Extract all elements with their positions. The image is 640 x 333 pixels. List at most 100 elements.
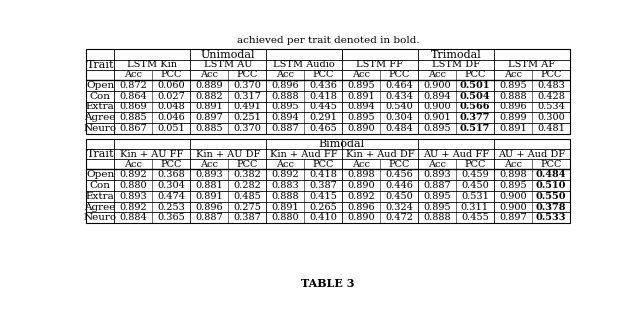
Text: 0.048: 0.048 bbox=[157, 103, 185, 112]
Text: 0.465: 0.465 bbox=[309, 124, 337, 133]
Text: Acc: Acc bbox=[504, 160, 522, 169]
Text: 0.253: 0.253 bbox=[157, 202, 185, 211]
Text: 0.869: 0.869 bbox=[119, 103, 147, 112]
Text: Kin + AU FF: Kin + AU FF bbox=[120, 150, 184, 159]
Text: 0.446: 0.446 bbox=[385, 181, 413, 190]
Text: Acc: Acc bbox=[352, 71, 370, 80]
Text: 0.456: 0.456 bbox=[385, 170, 413, 179]
Text: 0.501: 0.501 bbox=[460, 81, 490, 90]
Text: 0.896: 0.896 bbox=[195, 202, 223, 211]
Text: 0.885: 0.885 bbox=[119, 113, 147, 122]
Text: 0.459: 0.459 bbox=[461, 170, 489, 179]
Text: Acc: Acc bbox=[352, 160, 370, 169]
Text: 0.892: 0.892 bbox=[347, 192, 375, 201]
Text: 0.387: 0.387 bbox=[309, 181, 337, 190]
Text: 0.890: 0.890 bbox=[347, 213, 375, 222]
Text: 0.491: 0.491 bbox=[233, 103, 261, 112]
Text: 0.485: 0.485 bbox=[233, 192, 261, 201]
Text: 0.892: 0.892 bbox=[271, 170, 299, 179]
Text: 0.900: 0.900 bbox=[499, 192, 527, 201]
Text: 0.898: 0.898 bbox=[499, 170, 527, 179]
Text: Agree: Agree bbox=[84, 202, 116, 211]
Text: 0.464: 0.464 bbox=[385, 81, 413, 90]
Text: 0.893: 0.893 bbox=[423, 170, 451, 179]
Text: 0.428: 0.428 bbox=[537, 92, 564, 101]
Text: LSTM FF: LSTM FF bbox=[356, 61, 403, 70]
Text: Acc: Acc bbox=[200, 71, 218, 80]
Text: 0.896: 0.896 bbox=[499, 103, 527, 112]
Text: LSTM Audio: LSTM Audio bbox=[273, 61, 335, 70]
Text: Extra: Extra bbox=[86, 192, 115, 201]
Text: 0.251: 0.251 bbox=[233, 113, 261, 122]
Text: 0.895: 0.895 bbox=[423, 124, 451, 133]
Text: 0.900: 0.900 bbox=[423, 103, 451, 112]
Text: PCC: PCC bbox=[236, 71, 258, 80]
Text: Extra: Extra bbox=[86, 103, 115, 112]
Text: 0.890: 0.890 bbox=[347, 124, 375, 133]
Text: 0.566: 0.566 bbox=[460, 103, 490, 112]
Text: PCC: PCC bbox=[388, 71, 410, 80]
Text: Open: Open bbox=[86, 170, 115, 179]
Text: 0.890: 0.890 bbox=[347, 181, 375, 190]
Text: 0.884: 0.884 bbox=[119, 213, 147, 222]
Text: 0.450: 0.450 bbox=[461, 181, 489, 190]
Text: 0.510: 0.510 bbox=[536, 181, 566, 190]
Text: LSTM AU: LSTM AU bbox=[204, 61, 252, 70]
Text: Acc: Acc bbox=[124, 71, 142, 80]
Text: 0.450: 0.450 bbox=[385, 192, 413, 201]
Text: 0.896: 0.896 bbox=[347, 202, 375, 211]
Text: Kin + AU DF: Kin + AU DF bbox=[196, 150, 260, 159]
Text: LSTM AF: LSTM AF bbox=[508, 61, 556, 70]
Text: 0.885: 0.885 bbox=[195, 124, 223, 133]
Text: 0.531: 0.531 bbox=[461, 192, 489, 201]
Text: 0.889: 0.889 bbox=[195, 81, 223, 90]
Text: PCC: PCC bbox=[464, 160, 486, 169]
Text: 0.895: 0.895 bbox=[499, 181, 527, 190]
Text: 0.282: 0.282 bbox=[233, 181, 261, 190]
Text: 0.895: 0.895 bbox=[423, 202, 451, 211]
Text: 0.415: 0.415 bbox=[309, 192, 337, 201]
Text: 0.387: 0.387 bbox=[233, 213, 261, 222]
Text: 0.895: 0.895 bbox=[499, 81, 527, 90]
Text: 0.888: 0.888 bbox=[271, 92, 299, 101]
Text: 0.872: 0.872 bbox=[119, 81, 147, 90]
Text: 0.887: 0.887 bbox=[195, 213, 223, 222]
Text: 0.533: 0.533 bbox=[536, 213, 566, 222]
Text: 0.894: 0.894 bbox=[347, 103, 375, 112]
Text: 0.891: 0.891 bbox=[347, 92, 375, 101]
Text: 0.892: 0.892 bbox=[119, 202, 147, 211]
Text: 0.370: 0.370 bbox=[233, 81, 261, 90]
Text: 0.504: 0.504 bbox=[460, 92, 490, 101]
Text: 0.894: 0.894 bbox=[423, 92, 451, 101]
Text: Acc: Acc bbox=[428, 71, 446, 80]
Text: 0.880: 0.880 bbox=[271, 213, 299, 222]
Text: 0.517: 0.517 bbox=[460, 124, 490, 133]
Text: 0.304: 0.304 bbox=[157, 181, 185, 190]
Text: 0.883: 0.883 bbox=[271, 181, 299, 190]
Text: 0.895: 0.895 bbox=[347, 81, 375, 90]
Text: 0.436: 0.436 bbox=[309, 81, 337, 90]
Text: AU + Aud DF: AU + Aud DF bbox=[499, 150, 565, 159]
Text: 0.317: 0.317 bbox=[233, 92, 261, 101]
Text: 0.265: 0.265 bbox=[309, 202, 337, 211]
Text: Neuro: Neuro bbox=[84, 213, 116, 222]
Text: Open: Open bbox=[86, 81, 115, 90]
Text: 0.864: 0.864 bbox=[119, 92, 147, 101]
Text: Trait: Trait bbox=[86, 149, 114, 159]
Text: PCC: PCC bbox=[540, 71, 561, 80]
Text: PCC: PCC bbox=[312, 71, 333, 80]
Text: PCC: PCC bbox=[236, 160, 258, 169]
Text: achieved per trait denoted in bold.: achieved per trait denoted in bold. bbox=[237, 36, 419, 45]
Text: 0.484: 0.484 bbox=[536, 170, 566, 179]
Text: 0.895: 0.895 bbox=[423, 192, 451, 201]
Text: 0.324: 0.324 bbox=[385, 202, 413, 211]
Text: 0.895: 0.895 bbox=[347, 113, 375, 122]
Text: 0.867: 0.867 bbox=[119, 124, 147, 133]
Text: 0.051: 0.051 bbox=[157, 124, 185, 133]
Text: 0.365: 0.365 bbox=[157, 213, 185, 222]
Text: 0.880: 0.880 bbox=[119, 181, 147, 190]
Text: 0.370: 0.370 bbox=[233, 124, 261, 133]
Text: 0.481: 0.481 bbox=[537, 124, 564, 133]
Text: 0.891: 0.891 bbox=[499, 124, 527, 133]
Text: 0.368: 0.368 bbox=[157, 170, 185, 179]
